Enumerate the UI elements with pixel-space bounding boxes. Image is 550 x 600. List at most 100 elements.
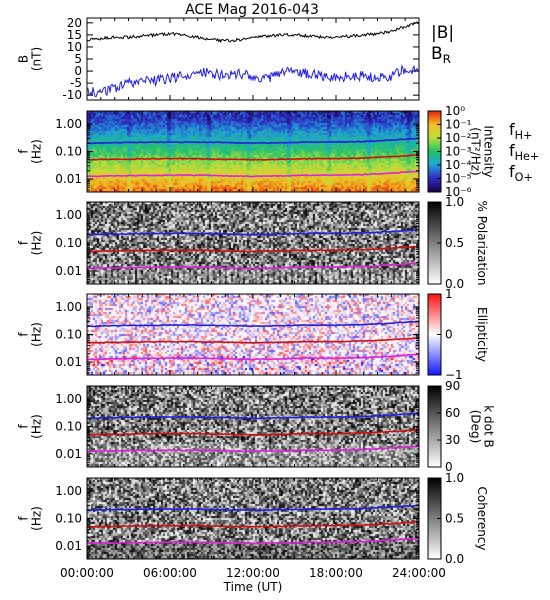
gyrofrequency-line-f_H+ [86, 412, 420, 420]
x-tick-label: 18:00:00 [309, 566, 363, 580]
spectrogram-intensity [87, 111, 419, 192]
colorbar-tick-label: 1.0 [445, 471, 464, 485]
gyrofrequency-line-f_H+ [86, 228, 419, 236]
plot-frame [86, 477, 420, 560]
panel-intensity: 1.00 0.10 0.01 f (Hz) 10⁰10⁻¹10⁻²10⁻³10⁻⁴10⁻⁵… [17, 104, 540, 199]
colorbar-label-line: Intensity [482, 125, 496, 177]
colorbar-label-line: % Polarization [475, 201, 489, 286]
colorbar-label: Coherency [475, 486, 489, 550]
plot-frame [86, 385, 420, 468]
y-tick-label: -5 [70, 76, 82, 90]
colorbar-label-line: (Deg) [469, 410, 483, 444]
gyrofrequency-line-f_O+ [86, 537, 420, 545]
colorbar-label: Intensity(nT²/Hz) [469, 125, 496, 177]
y-axis-label-line: (Hz) [30, 139, 44, 164]
figure-title: ACE Mag 2016-043 [185, 2, 319, 18]
plot-area [87, 18, 419, 100]
colorbar-label: % Polarization [475, 201, 489, 286]
y-axis-label-line: f [17, 149, 31, 154]
y-tick-label: 0.01 [55, 539, 82, 553]
colorbar-tick-label: 10⁻⁵ [445, 172, 472, 186]
panel-polarization: 1.00 0.10 0.01 f (Hz) 1.0 0.5 0.0 % Polarization [17, 195, 490, 291]
y-axis-label: f (Hz) [17, 139, 44, 164]
series-line-B_R [86, 64, 420, 98]
colorbar-tick-label: 0 [445, 328, 453, 342]
colorbar-tick-label: 30 [445, 433, 460, 447]
colorbar-tick-label: 0.0 [445, 277, 464, 291]
y-axis-label-line: (Hz) [30, 414, 44, 439]
y-axis-label: f (Hz) [17, 414, 44, 439]
colorbar-tick-label: 10⁻⁶ [445, 185, 472, 199]
x-tick-label: 12:00:00 [226, 566, 280, 580]
colorbar [427, 385, 442, 468]
gyrofrequency-line-f_He+ [86, 153, 420, 161]
y-tick-label: 0.10 [55, 420, 82, 434]
colorbar-tick-label: 10⁻² [445, 131, 472, 145]
legend-entry: |B| [431, 23, 454, 43]
panel-ellipticity: 1.00 0.10 0.01 f (Hz) 1 0 −1 Ellipticity [17, 287, 490, 382]
y-tick-label: 15 [67, 28, 82, 42]
y-tick-label: 0.01 [55, 355, 82, 369]
panel-kdotb: 1.00 0.10 0.01 f (Hz) 90 60 30 0 k dot B(Deg) [17, 379, 496, 474]
plot-frame [86, 293, 420, 376]
spectrogram-ellipticity [87, 294, 419, 375]
y-tick-label: 0.01 [55, 264, 82, 278]
y-axis-label-line: f [17, 516, 31, 521]
y-tick-label: 1.00 [55, 117, 82, 131]
colorbar-tick-label: 10⁻⁴ [445, 158, 472, 172]
y-tick-label: 0.01 [55, 172, 82, 186]
y-tick-label: 0.10 [55, 145, 82, 159]
x-tick-label: 00:00:00 [60, 566, 114, 580]
colorbar-label-line: Ellipticity [475, 307, 489, 362]
colorbar-label-line: Coherency [475, 486, 489, 550]
y-axis-label-line: (Hz) [30, 231, 44, 256]
colorbar-tick-label: 90 [445, 379, 460, 393]
legend-entry: fH+ [509, 120, 532, 142]
colorbar-tick-label: 1.0 [445, 195, 464, 209]
legend-entry: fO+ [509, 162, 533, 184]
gyrofrequency-line-f_He+ [86, 429, 420, 436]
spectrogram-polarization [87, 202, 419, 284]
gyrofrequency-line-f_He+ [86, 521, 420, 528]
y-axis-label-line: (nT) [30, 47, 44, 71]
gyrofrequency-line-f_H+ [86, 504, 420, 512]
y-tick-label: 1.00 [55, 484, 82, 498]
y-axis-label: f (Hz) [17, 506, 44, 531]
gyrofrequency-line-f_H+ [86, 320, 420, 328]
gyrofrequency-line-f_O+ [86, 445, 420, 453]
y-tick-label: 1.00 [55, 208, 82, 222]
colorbar-tick-label: 10⁻¹ [445, 118, 472, 132]
x-axis-label: Time (UT) [223, 580, 283, 594]
y-axis-label-line: f [17, 424, 31, 429]
series-line-|B| [86, 21, 420, 44]
x-axis: 00:00:00 06:00:00 12:00:00 18:00:00 24:00:00… [60, 566, 446, 594]
y-tick-label: 0.01 [55, 447, 82, 461]
colorbar-tick-label: 10⁰ [445, 104, 465, 118]
y-axis-label: B (nT) [17, 47, 44, 71]
y-tick-label: 20 [67, 16, 82, 30]
colorbar-label-line: k dot B [482, 405, 496, 447]
y-axis-label-line: f [17, 332, 31, 337]
y-axis-label: f (Hz) [17, 231, 44, 256]
colorbar-label: Ellipticity [475, 307, 489, 362]
y-tick-label: 1.00 [55, 300, 82, 314]
y-tick-label: 0.10 [55, 236, 82, 250]
colorbar-label: k dot B(Deg) [469, 405, 496, 447]
gyrofrequency-line-f_He+ [86, 336, 420, 344]
colorbar-tick-label: 0.5 [445, 236, 464, 250]
y-axis-label-line: f [17, 240, 31, 245]
y-axis-label-line: B [17, 55, 31, 63]
panel-coherency: 1.00 0.10 0.01 f (Hz) 1.0 0.5 0.0 Coherency [17, 471, 490, 566]
y-tick-label: 0.10 [55, 328, 82, 342]
y-axis-label: f (Hz) [17, 322, 44, 347]
colorbar-tick-label: 0 [445, 460, 453, 474]
gyrofrequency-line-f_He+ [86, 245, 420, 253]
y-tick-label: 1.00 [55, 392, 82, 406]
colorbar-tick-label: 0.5 [445, 512, 464, 526]
y-axis-label-line: (Hz) [30, 506, 44, 531]
colorbar-label-line: (nT²/Hz) [469, 127, 483, 175]
y-tick-label: 0 [74, 64, 82, 78]
